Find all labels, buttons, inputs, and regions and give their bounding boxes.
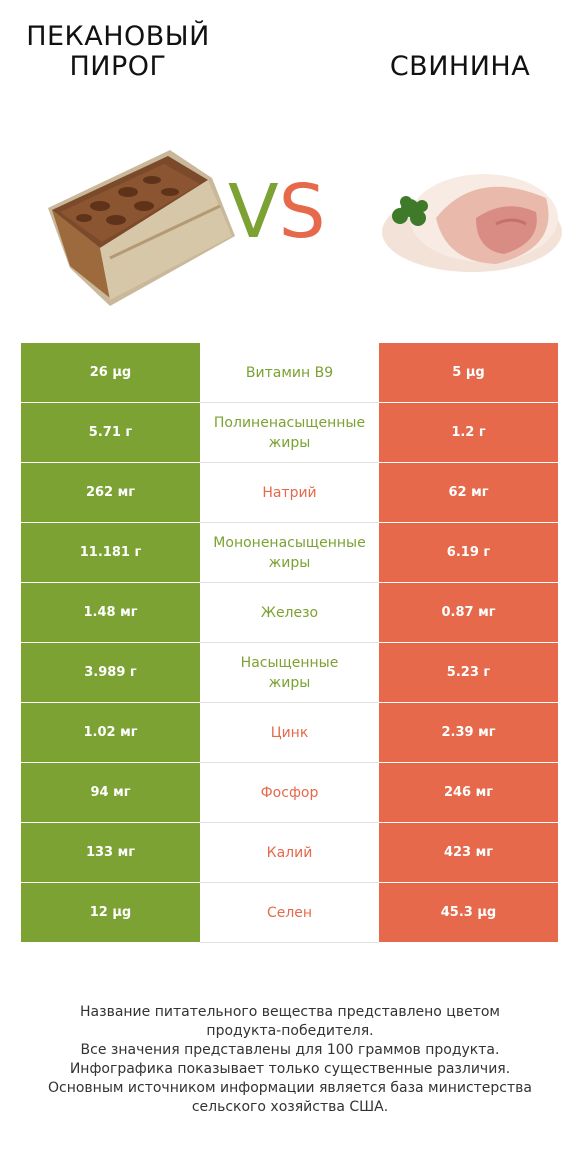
comparison-table: 26 µg Витамин B9 5 µg 5.71 г Полиненасыщенны…: [21, 343, 558, 943]
left-value: 262 мг: [21, 463, 200, 522]
right-value: 246 мг: [379, 763, 558, 822]
row-divider: [379, 522, 558, 523]
table-row: 26 µg Витамин B9 5 µg: [21, 343, 558, 403]
right-value: 423 мг: [379, 823, 558, 882]
right-value: 5.23 г: [379, 643, 558, 702]
right-value: 6.19 г: [379, 523, 558, 582]
pecan-pie-image: [48, 150, 235, 306]
table-row: 133 мг Калий 423 мг: [21, 823, 558, 883]
right-value: 5 µg: [379, 343, 558, 402]
right-value: 45.3 µg: [379, 883, 558, 942]
row-divider: [379, 882, 558, 883]
nutrient-name: Насыщенные жиры: [200, 643, 379, 703]
right-product-title: СВИНИНА: [389, 51, 531, 82]
table-row: 1.48 мг Железо 0.87 мг: [21, 583, 558, 643]
row-divider: [379, 642, 558, 643]
row-divider: [21, 702, 200, 703]
right-value: 1.2 г: [379, 403, 558, 462]
table-row: 3.989 г Насыщенные жиры 5.23 г: [21, 643, 558, 703]
row-divider: [21, 882, 200, 883]
nutrient-name: Калий: [200, 823, 379, 883]
nutrient-name: Натрий: [200, 463, 379, 523]
left-value: 3.989 г: [21, 643, 200, 702]
left-value: 5.71 г: [21, 403, 200, 462]
row-divider: [21, 822, 200, 823]
row-divider: [379, 462, 558, 463]
left-value: 12 µg: [21, 883, 200, 942]
left-value: 1.02 мг: [21, 703, 200, 762]
left-value: 133 мг: [21, 823, 200, 882]
row-divider: [21, 582, 200, 583]
row-divider: [21, 762, 200, 763]
row-divider: [21, 642, 200, 643]
nutrient-name: Мононенасыщенные жиры: [200, 523, 379, 583]
table-row: 5.71 г Полиненасыщенные жиры 1.2 г: [21, 403, 558, 463]
row-divider: [379, 762, 558, 763]
row-divider: [21, 522, 200, 523]
nutrient-name: Полиненасыщенные жиры: [200, 403, 379, 463]
right-value: 62 мг: [379, 463, 558, 522]
footnote: Название питательного вещества представл…: [48, 1004, 532, 1115]
left-value: 11.181 г: [21, 523, 200, 582]
row-divider: [379, 822, 558, 823]
table-row: 94 мг Фосфор 246 мг: [21, 763, 558, 823]
pork-image: [382, 174, 562, 272]
table-row: 262 мг Натрий 62 мг: [21, 463, 558, 523]
table-row: 1.02 мг Цинк 2.39 мг: [21, 703, 558, 763]
left-value: 94 мг: [21, 763, 200, 822]
nutrient-name: Селен: [200, 883, 379, 943]
row-divider: [21, 462, 200, 463]
table-row: 11.181 г Мононенасыщенные жиры 6.19 г: [21, 523, 558, 583]
nutrient-name: Фосфор: [200, 763, 379, 823]
table-row: 12 µg Селен 45.3 µg: [21, 883, 558, 943]
right-value: 2.39 мг: [379, 703, 558, 762]
nutrient-name: Железо: [200, 583, 379, 643]
left-value: 1.48 мг: [21, 583, 200, 642]
row-divider: [379, 702, 558, 703]
vs-label: VS: [228, 169, 326, 255]
row-divider: [379, 402, 558, 403]
left-value: 26 µg: [21, 343, 200, 402]
row-divider: [379, 582, 558, 583]
nutrient-name: Витамин B9: [200, 343, 379, 403]
nutrient-name: Цинк: [200, 703, 379, 763]
left-product-title: ПЕКАНОВЫЙ ПИРОГ: [26, 21, 210, 82]
right-value: 0.87 мг: [379, 583, 558, 642]
row-divider: [21, 402, 200, 403]
